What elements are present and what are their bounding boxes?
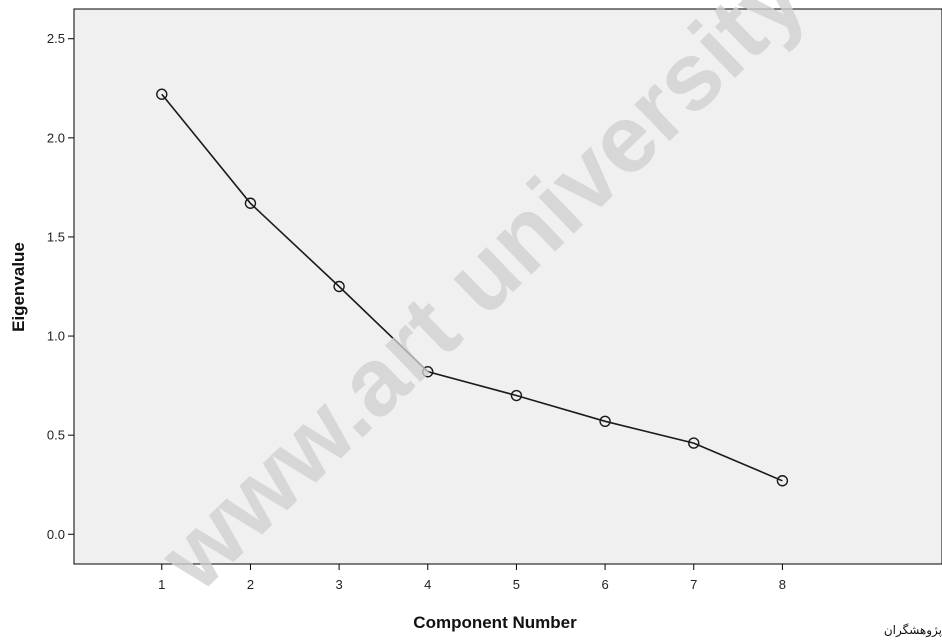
data-point [688, 437, 700, 449]
data-point [599, 415, 611, 427]
data-point [776, 475, 789, 487]
x-axis-title: Component Number [413, 613, 577, 632]
x-tick-label: 3 [335, 577, 342, 592]
plot-area [73, 8, 942, 565]
data-point [422, 366, 434, 378]
x-tick-label: 5 [513, 577, 520, 592]
y-tick-label: 2.0 [47, 130, 65, 145]
data-point [244, 197, 257, 209]
y-tick-label: 1.0 [47, 329, 65, 344]
eigenvalue-line [161, 93, 783, 482]
x-tick-label: 6 [601, 577, 608, 592]
data-point [333, 280, 345, 293]
data-point [156, 88, 168, 100]
x-tick-label: 4 [424, 577, 431, 592]
x-tick-label: 8 [779, 577, 786, 592]
data-point [510, 389, 523, 402]
y-tick-label: 0.0 [47, 527, 65, 542]
data-points [156, 88, 789, 487]
y-axis: 0.0 0.5 1.0 1.5 2.0 2.5 [47, 31, 74, 542]
y-axis-title: Eigenvalue [9, 242, 28, 332]
x-axis: 1 2 3 4 5 6 7 8 [158, 564, 786, 592]
x-tick-label: 7 [690, 577, 697, 592]
y-tick-label: 1.5 [47, 229, 65, 244]
corner-note: پژوهشگران [883, 623, 942, 637]
x-tick-label: 2 [247, 577, 254, 592]
x-tick-label: 1 [158, 577, 165, 592]
y-tick-label: 2.5 [47, 31, 65, 46]
y-tick-label: 0.5 [47, 428, 65, 443]
